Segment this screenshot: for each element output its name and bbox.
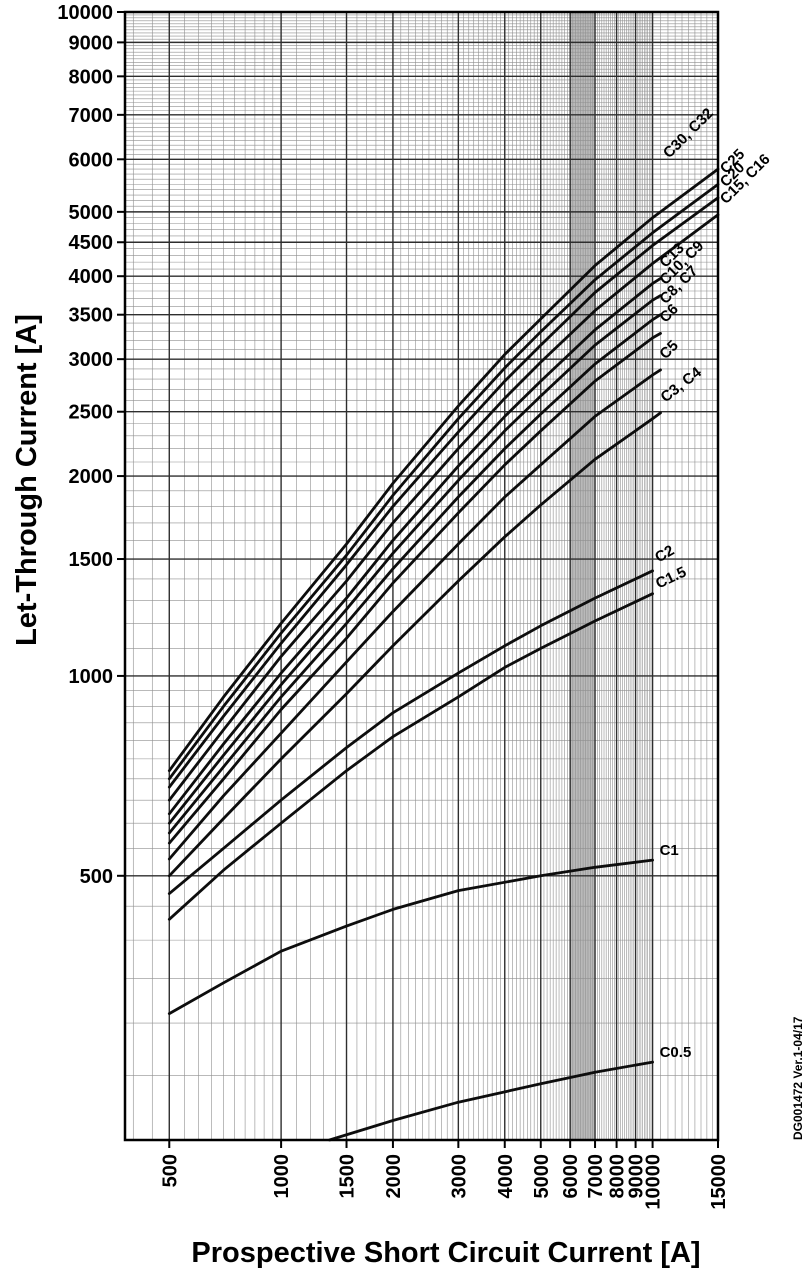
y-tick-label: 5000	[69, 202, 114, 224]
y-tick-label: 1500	[69, 549, 114, 571]
y-tick-label: 500	[80, 866, 113, 888]
curve-c5	[167, 368, 662, 861]
watermark-text: DG001472 Ver.1-04/17	[791, 1016, 805, 1140]
curve-c30-c32	[167, 167, 720, 773]
y-tick-label: 3000	[69, 349, 114, 371]
y-tick-label: 8000	[69, 66, 114, 88]
curve-c6	[167, 332, 662, 845]
y-axis-title: Let-Through Current [A]	[11, 314, 43, 646]
curve-label-c6: C6	[656, 301, 682, 327]
curve-label-c2: C2	[652, 542, 677, 566]
x-tick-label: 500	[159, 1154, 181, 1187]
y-tick-label: 9000	[69, 32, 114, 54]
x-axis-title: Prospective Short Circuit Current [A]	[191, 1237, 700, 1269]
y-tick-label: 3500	[69, 305, 114, 327]
y-tick-label: 7000	[69, 105, 114, 127]
x-tick-label: 8000	[607, 1154, 629, 1199]
x-tick-label: 15000	[708, 1154, 730, 1210]
x-tick-label: 7000	[585, 1154, 607, 1199]
x-tick-label: 10000	[643, 1154, 665, 1210]
x-tick-label: 9000	[626, 1154, 648, 1199]
y-tick-label: 6000	[69, 149, 114, 171]
x-tick-label: 1000	[271, 1154, 293, 1199]
x-tick-label: 3000	[448, 1154, 470, 1199]
curve-c15-c16	[167, 213, 720, 802]
curve-label-c1: C1	[660, 842, 679, 859]
y-tick-label: 4000	[69, 266, 114, 288]
y-tick-label: 10000	[57, 2, 113, 24]
curve-c8-c7	[167, 313, 662, 835]
curve-label-c0-5: C0.5	[660, 1044, 692, 1061]
plot-frame	[123, 10, 720, 1142]
curve-c3-c4	[167, 411, 662, 878]
x-tick-label: 2000	[383, 1154, 405, 1199]
x-tick-label: 5000	[531, 1154, 553, 1199]
x-tick-label: 6000	[560, 1154, 582, 1199]
y-tick-label: 2500	[69, 402, 114, 424]
x-tick-label: 4000	[495, 1154, 517, 1199]
curve-label-c1-5: C1.5	[653, 564, 689, 593]
x-tick-label: 1500	[337, 1154, 359, 1199]
curve-label-c3-c4: C3, C4	[657, 364, 705, 407]
curve-c25	[167, 183, 720, 781]
curve-c2	[167, 569, 654, 895]
y-tick-label: 4500	[69, 232, 114, 254]
curve-c20	[167, 196, 720, 789]
curve-c0-5	[328, 1060, 654, 1142]
y-tick-label: 1000	[69, 666, 114, 688]
y-tick-label: 2000	[69, 466, 114, 488]
curve-c13	[167, 277, 662, 816]
curve-c1-5	[167, 592, 654, 921]
curve-c1	[167, 858, 654, 1015]
highlight-band	[570, 12, 596, 1140]
curve-c10-c9	[167, 294, 662, 825]
